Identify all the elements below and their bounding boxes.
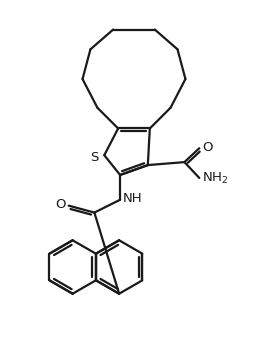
Text: O: O [202,141,213,154]
Text: NH$_2$: NH$_2$ [202,171,229,186]
Text: NH: NH [123,192,143,205]
Text: S: S [90,151,98,164]
Text: O: O [55,198,66,211]
